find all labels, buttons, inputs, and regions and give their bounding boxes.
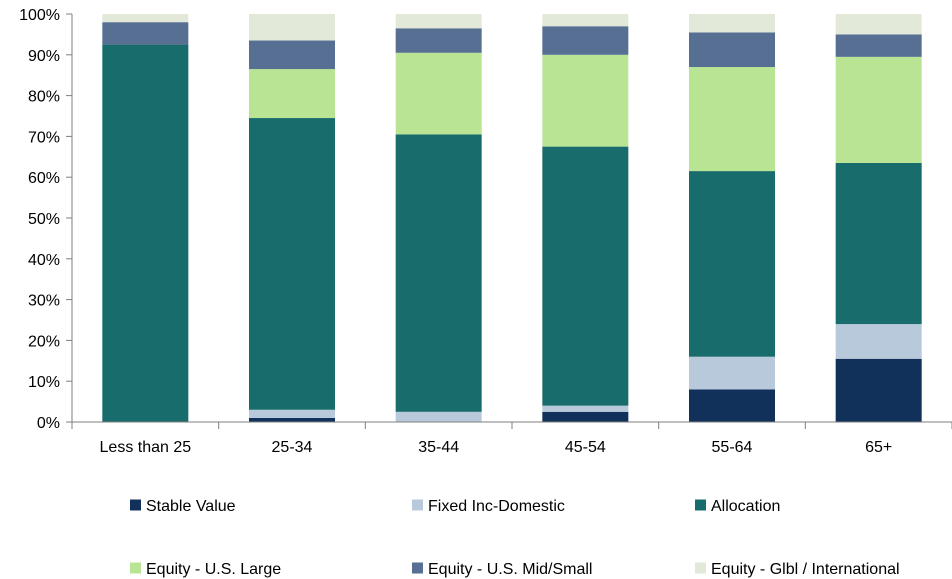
bar-segment <box>689 32 775 68</box>
bar-segment <box>249 40 335 70</box>
axes-layer: 0% 10% 20% 30% 40% 50% 60% 70% 80% 90% 100% Less th… <box>19 7 952 456</box>
bar-segment <box>395 28 482 53</box>
y-tick-label: 100% <box>19 7 60 24</box>
bar-segment <box>249 14 335 41</box>
legend-swatch <box>130 562 141 574</box>
y-tick-label: 20% <box>28 333 60 350</box>
legend-swatch <box>130 499 141 511</box>
y-tick-label: 40% <box>28 252 60 269</box>
bar-segment <box>835 162 922 325</box>
bar-segment <box>542 405 629 412</box>
legend: Stable Value Fixed Inc-Domestic Allocation… <box>130 498 900 578</box>
legend-swatch <box>695 562 706 574</box>
bar-segment <box>542 14 629 27</box>
bar-segment <box>835 324 922 359</box>
legend-label: Equity - U.S. Mid/Small <box>428 561 592 578</box>
bar-segment <box>102 14 189 23</box>
legend-label: Equity - Glbl / International <box>711 561 900 578</box>
y-tick-label: 70% <box>28 129 60 146</box>
x-tick-label: 25-34 <box>272 439 313 456</box>
bar-segment <box>395 52 482 135</box>
x-tick-label: 55-64 <box>712 439 753 456</box>
legend-swatch <box>695 499 706 511</box>
legend-label: Stable Value <box>146 498 236 515</box>
bar-segment <box>102 44 189 422</box>
bar-segment <box>689 356 775 390</box>
bar-segment <box>689 67 775 172</box>
y-tick-label: 10% <box>28 374 60 391</box>
y-tick-label: 30% <box>28 293 60 310</box>
bars-layer <box>102 14 922 422</box>
y-tick-label: 60% <box>28 170 60 187</box>
bar-segment <box>835 14 922 35</box>
bar-segment <box>835 358 922 422</box>
legend-label: Equity - U.S. Large <box>146 561 281 578</box>
bar-segment <box>102 22 189 45</box>
bar-segment <box>249 409 335 418</box>
bar-segment <box>542 26 629 55</box>
bar-segment <box>542 54 629 147</box>
x-tick-label: Less than 25 <box>100 439 192 456</box>
legend-label: Fixed Inc-Domestic <box>428 498 565 515</box>
bar-segment <box>249 417 335 422</box>
x-tick-label: 35-44 <box>418 439 459 456</box>
bar-segment <box>835 56 922 163</box>
bar-segment <box>249 118 335 410</box>
bar-segment <box>395 411 482 422</box>
bar-segment <box>689 389 775 422</box>
bar-segment <box>395 134 482 412</box>
y-tick-label: 50% <box>28 211 60 228</box>
bar-segment <box>689 14 775 33</box>
bar-segment <box>542 411 629 422</box>
bar-segment <box>835 34 922 57</box>
bar-segment <box>395 14 482 29</box>
bar-segment <box>542 146 629 406</box>
x-tick-label: 65+ <box>865 439 892 456</box>
legend-label: Allocation <box>711 498 780 515</box>
y-tick-label: 90% <box>28 48 60 65</box>
y-tick-label: 0% <box>37 415 60 432</box>
legend-swatch <box>412 562 423 574</box>
x-tick-label: 45-54 <box>565 439 606 456</box>
bar-segment <box>249 69 335 119</box>
bar-segment <box>689 171 775 357</box>
legend-swatch <box>412 499 423 511</box>
y-tick-label: 80% <box>28 89 60 106</box>
